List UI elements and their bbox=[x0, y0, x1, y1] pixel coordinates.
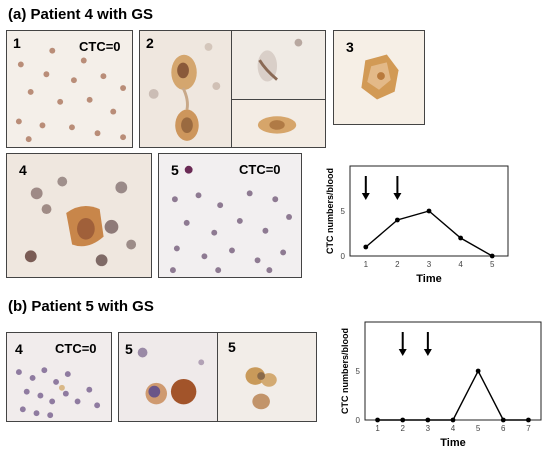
x-tick-label: 2 bbox=[395, 260, 400, 269]
x-tick-label: 5 bbox=[476, 424, 481, 433]
panel-b5-second-label: 5 bbox=[228, 339, 236, 355]
micrograph-a2-inset-bottom-image bbox=[257, 116, 297, 134]
y-tick-label: 0 bbox=[356, 416, 361, 425]
y-tick-label: 0 bbox=[341, 252, 346, 261]
panel-a1-label: 1 bbox=[13, 35, 21, 51]
micrograph-a2-inset-bottom bbox=[231, 99, 326, 148]
x-tick-label: 7 bbox=[526, 424, 531, 433]
data-point bbox=[363, 244, 369, 250]
section-a-title: (a) Patient 4 with GS bbox=[8, 6, 154, 23]
x-tick-label: 3 bbox=[426, 424, 431, 433]
section-b-title: (b) Patient 5 with GS bbox=[8, 298, 154, 315]
panel-a5-label: 5 bbox=[171, 162, 179, 178]
series-line bbox=[377, 369, 529, 421]
data-point bbox=[426, 208, 432, 214]
panel-a4-label: 4 bbox=[19, 162, 27, 178]
data-point bbox=[458, 235, 463, 241]
data-point bbox=[500, 417, 506, 423]
micrograph-a4: 4 bbox=[6, 153, 152, 278]
x-tick-label: 2 bbox=[400, 424, 405, 433]
x-tick-label: 4 bbox=[451, 424, 456, 433]
data-point bbox=[425, 417, 431, 423]
micrograph-a1: 1 CTC=0 bbox=[6, 30, 133, 148]
x-tick-label: 3 bbox=[427, 260, 432, 269]
arrow-head bbox=[423, 349, 432, 356]
panel-a2-label: 2 bbox=[146, 35, 154, 51]
y-tick-label: 5 bbox=[356, 367, 361, 376]
data-point bbox=[526, 417, 531, 423]
y-tick-label: 5 bbox=[341, 207, 346, 216]
micrograph-b5-second: 5 bbox=[217, 332, 317, 422]
y-axis-label: CTC numbers/blood bbox=[325, 168, 335, 254]
panel-b4-label: 4 bbox=[15, 341, 23, 357]
arrow-head bbox=[393, 193, 402, 200]
chart-frame bbox=[349, 165, 509, 257]
panel-a3-label: 3 bbox=[346, 39, 354, 55]
micrograph-a1-image bbox=[15, 47, 127, 143]
x-axis-label: Time bbox=[416, 273, 441, 285]
data-point bbox=[375, 417, 380, 423]
chart-frame bbox=[364, 321, 542, 421]
micrograph-b4: 4 CTC=0 bbox=[6, 332, 112, 422]
series-line bbox=[365, 210, 493, 257]
micrograph-a2-inset-top-image bbox=[257, 38, 303, 82]
micrograph-b5: 5 bbox=[118, 332, 218, 422]
micrograph-a2-image bbox=[148, 43, 221, 141]
micrograph-a2-inset-top bbox=[231, 30, 326, 100]
x-tick-label: 1 bbox=[375, 424, 380, 433]
x-axis-label: Time bbox=[440, 437, 465, 449]
chart-a: 0 5 1 2 3 4 5 Time CTC numbers/blood bbox=[325, 165, 509, 285]
micrograph-b4-image bbox=[15, 367, 101, 419]
micrograph-a3: 3 bbox=[333, 30, 425, 125]
data-point bbox=[400, 417, 406, 423]
data-point bbox=[489, 253, 495, 259]
x-tick-label: 6 bbox=[501, 424, 506, 433]
y-axis-label: CTC numbers/blood bbox=[340, 328, 350, 414]
x-tick-label: 4 bbox=[458, 260, 463, 269]
panel-a1-ctc-note: CTC=0 bbox=[79, 39, 121, 54]
data-point bbox=[475, 368, 481, 374]
arrow-head bbox=[398, 349, 407, 356]
x-tick-label: 5 bbox=[490, 260, 495, 269]
micrograph-a5: 5 CTC=0 bbox=[158, 153, 302, 278]
panel-a5-ctc-note: CTC=0 bbox=[239, 162, 281, 177]
chart-b: 0 5 1 2 3 4 5 6 7 Time CTC numbers/blood bbox=[340, 321, 542, 449]
micrograph-a5-image bbox=[169, 165, 292, 274]
micrograph-b5-second-image bbox=[245, 367, 277, 410]
micrograph-a3-image bbox=[361, 54, 399, 100]
micrograph-b5-image bbox=[137, 347, 205, 405]
arrow-head bbox=[361, 193, 370, 200]
panel-b4-ctc-note: CTC=0 bbox=[55, 341, 97, 356]
data-point bbox=[395, 217, 400, 223]
panel-b5-label: 5 bbox=[125, 341, 133, 357]
data-point bbox=[450, 417, 456, 423]
micrograph-a2: 2 bbox=[139, 30, 232, 148]
x-tick-label: 1 bbox=[364, 260, 369, 269]
micrograph-a4-image bbox=[24, 176, 137, 267]
